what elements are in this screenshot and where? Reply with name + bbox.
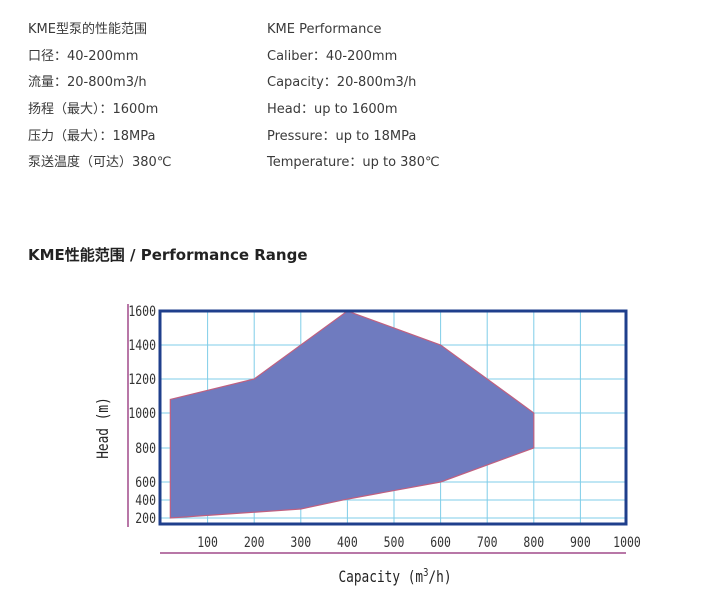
spec-temperature-cn: 泵送温度（可达）380℃ — [28, 155, 172, 171]
y-tick-label-200: 200 — [135, 511, 156, 527]
y-tick-label-400: 400 — [135, 493, 156, 509]
spec-caliber-en: Caliber：40-200mm — [267, 48, 398, 64]
performance-region-0 — [169, 310, 535, 519]
y-tick-label-600: 600 — [135, 475, 156, 491]
specs-english: KME Performance Caliber：40-200mm Capacit… — [267, 14, 440, 174]
spec-head-cn: 扬程（最大）：1600m — [28, 102, 159, 118]
specs-title-cn: KME型泵的性能范围 — [28, 22, 147, 37]
specs-title-en: KME Performance — [267, 22, 382, 37]
spec-head-en: Head：up to 1600m — [267, 102, 398, 118]
section-title: KME性能范围 / Performance Range — [28, 246, 308, 264]
y-tick-label-1400: 1400 — [128, 338, 156, 354]
spec-capacity-cn: 流量：20-800m3/h — [28, 75, 147, 91]
y-tick-label-800: 800 — [135, 441, 156, 457]
plot-frame — [158, 309, 628, 526]
x-tick-label-400: 400 — [337, 535, 358, 551]
y-tick-label-1200: 1200 — [128, 372, 156, 388]
x-tick-label-200: 200 — [244, 535, 265, 551]
x-tick-label-800: 800 — [523, 535, 544, 551]
x-tick-label-600: 600 — [430, 535, 451, 551]
spec-pressure-cn: 压力（最大）：18MPa — [28, 128, 156, 144]
y-tick-label-1000: 1000 — [128, 406, 156, 422]
x-axis-label: Capacity (m3/h) — [338, 567, 451, 586]
x-tick-label-1000: 1000 — [613, 535, 641, 551]
x-tick-label-500: 500 — [384, 535, 405, 551]
spec-capacity-en: Capacity：20-800m3/h — [267, 75, 417, 91]
x-tick-label-100: 100 — [197, 535, 218, 551]
x-tick-label-900: 900 — [570, 535, 591, 551]
x-tick-label-700: 700 — [477, 535, 498, 551]
y-tick-label-1600: 1600 — [128, 304, 156, 320]
y-axis-label: Head (m) — [95, 397, 113, 459]
spec-pressure-en: Pressure：up to 18MPa — [267, 128, 417, 144]
specs-chinese: KME型泵的性能范围 口径：40-200mm 流量：20-800m3/h 扬程（… — [28, 14, 171, 174]
x-tick-label-300: 300 — [290, 535, 311, 551]
spec-temperature-en: Temperature：up to 380℃ — [267, 155, 440, 171]
spec-caliber-cn: 口径：40-200mm — [28, 48, 139, 64]
